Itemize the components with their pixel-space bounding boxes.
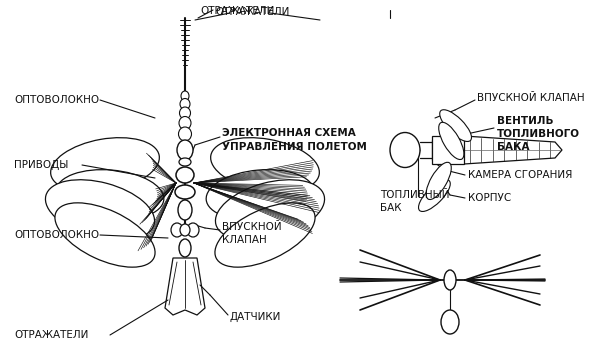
Ellipse shape — [390, 132, 420, 168]
Text: ВЕНТИЛЬ: ВЕНТИЛЬ — [497, 116, 554, 126]
Text: ВПУСКНОЙ КЛАПАН: ВПУСКНОЙ КЛАПАН — [477, 93, 584, 103]
Ellipse shape — [215, 203, 315, 267]
Ellipse shape — [181, 91, 189, 101]
Text: ОПТОВОЛОКНО: ОПТОВОЛОКНО — [14, 230, 99, 240]
Ellipse shape — [55, 203, 155, 267]
Ellipse shape — [210, 138, 319, 192]
Ellipse shape — [441, 310, 459, 334]
Ellipse shape — [46, 180, 155, 240]
Ellipse shape — [178, 127, 191, 141]
Ellipse shape — [179, 116, 191, 130]
Ellipse shape — [444, 270, 456, 290]
Ellipse shape — [176, 167, 194, 183]
Ellipse shape — [418, 180, 450, 212]
Ellipse shape — [216, 180, 324, 240]
Polygon shape — [464, 136, 562, 164]
Ellipse shape — [426, 162, 452, 200]
Ellipse shape — [179, 158, 191, 166]
Polygon shape — [165, 258, 205, 315]
Text: ОТРАЖАТЕЛИ: ОТРАЖАТЕЛИ — [200, 6, 274, 16]
Ellipse shape — [439, 122, 464, 159]
Text: ДАТЧИКИ: ДАТЧИКИ — [230, 312, 281, 322]
Text: КОРПУС: КОРПУС — [468, 193, 511, 203]
Ellipse shape — [180, 224, 190, 236]
Text: КЛАПАН: КЛАПАН — [222, 235, 267, 245]
Ellipse shape — [180, 107, 190, 119]
Text: ОПТОВОЛОКНО: ОПТОВОЛОКНО — [14, 95, 99, 105]
Ellipse shape — [175, 185, 195, 199]
Text: БАКА: БАКА — [497, 142, 530, 152]
Ellipse shape — [179, 239, 191, 257]
Text: ВПУСКНОЙ: ВПУСКНОЙ — [222, 222, 282, 232]
Ellipse shape — [51, 138, 160, 192]
Ellipse shape — [440, 110, 472, 142]
Text: БАК: БАК — [380, 203, 401, 213]
Text: ПРИВОДЫ: ПРИВОДЫ — [14, 160, 69, 170]
Text: ОТРАЖАТЕЛИ: ОТРАЖАТЕЛИ — [14, 330, 89, 340]
Ellipse shape — [178, 200, 192, 220]
Ellipse shape — [187, 223, 199, 237]
Text: ОТРАЖАТЕЛИ: ОТРАЖАТЕЛИ — [215, 7, 290, 17]
Ellipse shape — [177, 140, 193, 160]
Text: ТОПЛИВНОГО: ТОПЛИВНОГО — [497, 129, 580, 139]
Ellipse shape — [171, 223, 183, 237]
Text: ЭЛЕКТРОННАЯ СХЕМА: ЭЛЕКТРОННАЯ СХЕМА — [222, 128, 356, 138]
Text: УПРАВЛЕНИЯ ПОЛЕТОМ: УПРАВЛЕНИЯ ПОЛЕТОМ — [222, 142, 367, 152]
Ellipse shape — [180, 98, 190, 109]
Ellipse shape — [206, 170, 314, 220]
Text: ТОПЛИВНЫЙ: ТОПЛИВНЫЙ — [380, 190, 450, 200]
FancyBboxPatch shape — [432, 136, 464, 164]
Text: КАМЕРА СГОРАНИЯ: КАМЕРА СГОРАНИЯ — [468, 170, 572, 180]
Ellipse shape — [56, 170, 164, 220]
